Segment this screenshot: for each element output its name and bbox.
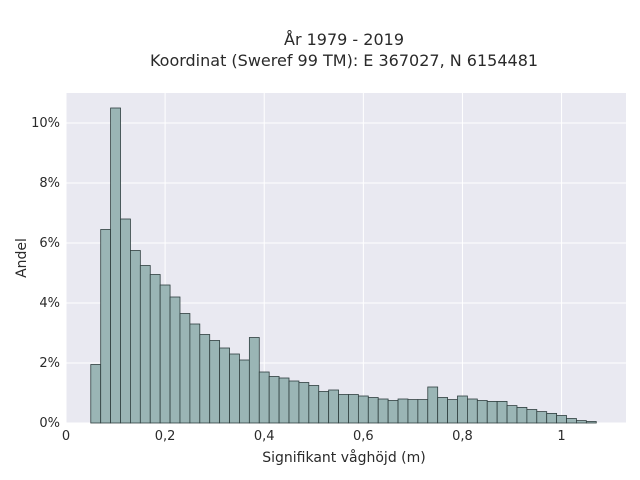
x-tick-label-3: 0,6 (353, 429, 374, 444)
histogram-bar-33 (417, 399, 429, 424)
histogram-bar-26 (348, 394, 359, 424)
histogram-bar-27 (357, 395, 369, 424)
histogram-bar-17 (258, 371, 270, 424)
histogram-bar-13 (219, 347, 230, 424)
x-tick-label-4: 0,8 (452, 429, 473, 444)
histogram-bar-43 (516, 406, 528, 424)
histogram-bar-3 (120, 218, 131, 424)
histogram-bar-41 (496, 400, 508, 424)
histogram-bar-23 (318, 391, 330, 424)
histogram-bar-25 (338, 394, 349, 424)
histogram-bar-4 (130, 250, 141, 424)
y-tick-label-1: 2% (39, 356, 60, 371)
histogram-bar-18 (268, 376, 280, 424)
histogram-bar-24 (328, 389, 339, 424)
histogram-bar-31 (397, 398, 409, 424)
histogram-bar-35 (437, 397, 448, 424)
histogram-bar-5 (139, 265, 151, 424)
y-axis-label: Andel (14, 238, 30, 278)
histogram-bar-34 (427, 386, 439, 424)
y-tick-label-0: 0% (39, 416, 60, 431)
x-axis-label: Signifikant våghöjd (m) (262, 449, 425, 466)
histogram-bar-48 (566, 418, 577, 424)
histogram-bar-15 (239, 359, 250, 424)
histogram-bar-9 (179, 313, 191, 424)
histogram-bar-20 (288, 380, 300, 424)
histogram-bar-49 (576, 420, 587, 424)
x-tick-label-1: 0,2 (155, 429, 176, 444)
y-tick-label-5: 10% (31, 116, 60, 131)
chart-title-line1: År 1979 - 2019 (284, 30, 404, 49)
histogram-bar-37 (457, 395, 468, 424)
histogram-bar-29 (377, 398, 389, 424)
histogram-bar-14 (229, 353, 240, 424)
histogram-bar-6 (149, 274, 161, 424)
y-axis-ticks: 0% 2% 4% 6% 8% 10% (31, 116, 60, 431)
x-tick-label-0: 0 (62, 429, 70, 444)
y-tick-label-4: 8% (39, 176, 60, 191)
histogram-bar-30 (387, 400, 399, 424)
histogram-bar-40 (486, 400, 498, 424)
histogram-bar-2 (110, 107, 121, 424)
x-tick-label-2: 0,4 (254, 429, 275, 444)
histogram-bar-19 (278, 377, 290, 424)
histogram-bar-44 (526, 409, 538, 424)
histogram-bar-10 (189, 323, 201, 424)
histogram-bar-21 (298, 382, 310, 424)
x-axis-ticks: 0 0,2 0,4 0,6 0,8 1 (62, 429, 566, 444)
y-tick-label-3: 6% (39, 236, 60, 251)
histogram-bar-22 (308, 385, 320, 424)
histogram-bar-39 (476, 400, 488, 424)
histogram-bar-38 (467, 398, 478, 424)
histogram-bar-8 (169, 296, 181, 424)
bars (90, 107, 597, 424)
histogram-bar-42 (506, 405, 518, 424)
histogram-bar-50 (585, 421, 597, 424)
histogram-bar-36 (447, 399, 458, 424)
histogram-bar-45 (536, 411, 548, 424)
histogram-bar-46 (546, 412, 558, 424)
histogram-bar-16 (248, 337, 260, 424)
histogram-bar-47 (556, 415, 567, 424)
y-tick-label-2: 4% (39, 296, 60, 311)
chart-title-line2: Koordinat (Sweref 99 TM): E 367027, N 61… (150, 51, 538, 70)
x-tick-label-5: 1 (557, 429, 565, 444)
histogram-bar-11 (199, 334, 211, 424)
histogram-bar-1 (100, 229, 112, 424)
histogram-bar-7 (159, 284, 171, 424)
histogram-bar-0 (90, 364, 102, 424)
histogram-bar-28 (367, 397, 379, 424)
histogram-bar-32 (407, 399, 419, 424)
histogram-bar-12 (209, 340, 221, 424)
